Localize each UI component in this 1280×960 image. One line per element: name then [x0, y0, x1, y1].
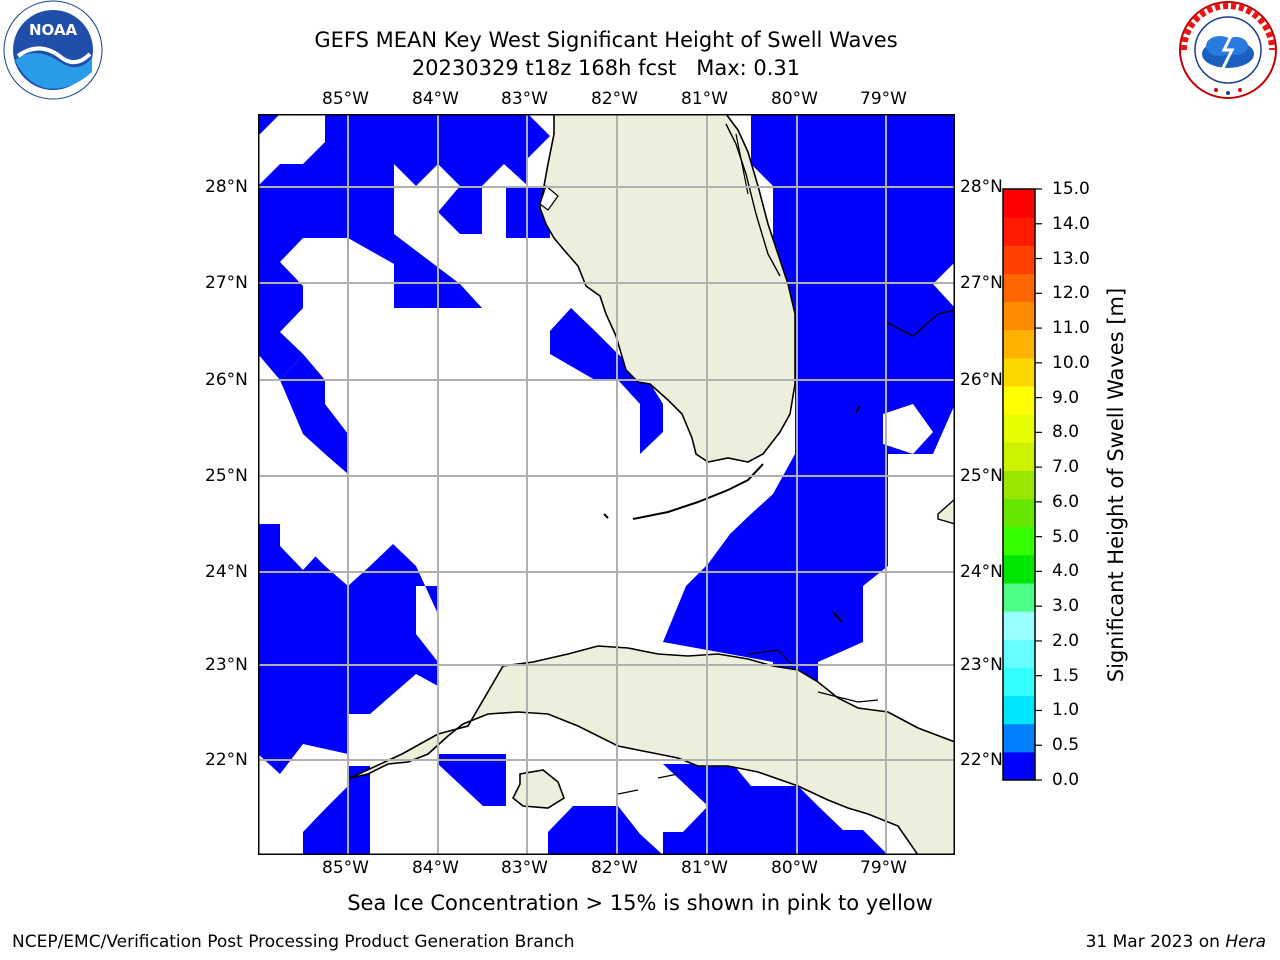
- lat-label-right: 27°N: [960, 273, 1003, 293]
- sea-ice-caption: Sea Ice Concentration > 15% is shown in …: [347, 891, 933, 915]
- lon-label-bottom: 85°W: [322, 858, 369, 878]
- lon-label-top: 82°W: [591, 89, 638, 109]
- colorbar-band: [1003, 189, 1035, 218]
- gridlines: [258, 114, 955, 855]
- colorbar-tick-label: 12.0: [1052, 283, 1090, 304]
- lon-label-top: 83°W: [501, 89, 548, 109]
- nws-logo: [1179, 1, 1277, 99]
- map-frame: [258, 114, 955, 855]
- lon-label-top: 79°W: [860, 89, 907, 109]
- lat-label-right: 25°N: [960, 466, 1003, 486]
- colorbar-tick-label: 4.0: [1052, 561, 1080, 582]
- noaa-logo-text: NOAA: [29, 21, 78, 39]
- colorbar-tick-label: 5.0: [1052, 526, 1080, 547]
- lon-label-bottom: 81°W: [681, 858, 728, 878]
- run-date: 31 Mar 2023 on Hera: [1086, 932, 1266, 952]
- colorbar-tick-label: 7.0: [1052, 457, 1080, 478]
- colorbar-tick-label: 15.0: [1052, 179, 1090, 199]
- colorbar: [1002, 188, 1042, 781]
- colorbar-band: [1003, 245, 1035, 274]
- colorbar-tick-label: 2.0: [1052, 630, 1080, 651]
- chart-title: GEFS MEAN Key West Significant Height of…: [314, 28, 898, 52]
- map-panel: [258, 114, 955, 855]
- lat-label-right: 28°N: [960, 177, 1003, 197]
- lat-label-right: 22°N: [960, 750, 1003, 770]
- land-cuba: [349, 645, 955, 855]
- colorbar-band: [1003, 273, 1035, 303]
- lat-label-right: 24°N: [960, 562, 1003, 582]
- colorbar-band: [1003, 611, 1035, 640]
- colorbar-band: [1003, 357, 1035, 387]
- colorbar-band: [1003, 414, 1035, 443]
- land-florida: [539, 114, 796, 463]
- swell-field: [258, 114, 955, 855]
- colorbar-band: [1003, 554, 1035, 584]
- lat-label-left: 26°N: [205, 370, 248, 390]
- colorbar-band: [1003, 583, 1035, 612]
- lon-label-top: 85°W: [322, 89, 369, 109]
- lon-label-bottom: 80°W: [771, 858, 818, 878]
- land-isle-of-youth: [511, 769, 565, 809]
- colorbar-label: Significant Height of Swell Waves [m]: [1104, 287, 1128, 683]
- colorbar-tick-label: 11.0: [1052, 318, 1090, 339]
- lon-label-top: 84°W: [412, 89, 459, 109]
- colorbar-tick-label: 14.0: [1052, 213, 1090, 234]
- lat-label-left: 23°N: [205, 655, 248, 675]
- noaa-logo: NOAA: [3, 0, 103, 100]
- colorbar-band: [1003, 667, 1035, 697]
- lat-label-right: 26°N: [960, 370, 1003, 390]
- colorbar-tick-label: 8.0: [1052, 422, 1080, 443]
- colorbar-band: [1003, 639, 1035, 668]
- lon-label-bottom: 82°W: [591, 858, 638, 878]
- lat-label-left: 27°N: [205, 273, 248, 293]
- colorbar-band: [1003, 301, 1035, 331]
- lat-label-left: 25°N: [205, 466, 248, 486]
- lat-label-right: 23°N: [960, 655, 1003, 675]
- colorbar-band: [1003, 442, 1035, 471]
- credit-text: NCEP/EMC/Verification Post Processing Pr…: [12, 932, 575, 952]
- colorbar-band: [1003, 695, 1035, 725]
- colorbar-band: [1003, 329, 1035, 359]
- machine-name: Hera: [1225, 932, 1266, 952]
- lat-label-left: 24°N: [205, 562, 248, 582]
- colorbar-tick-label: 0.5: [1052, 735, 1080, 756]
- colorbar-tick-label: 9.0: [1052, 387, 1080, 408]
- lon-label-top: 80°W: [771, 89, 818, 109]
- colorbar-band: [1003, 751, 1035, 781]
- colorbar-tick-label: 1.5: [1052, 665, 1080, 686]
- colorbar-band: [1003, 470, 1035, 500]
- colorbar-tick-label: 3.0: [1052, 596, 1080, 617]
- colorbar-band: [1003, 723, 1035, 753]
- colorbar-tick-label: 13.0: [1052, 248, 1090, 269]
- run-date-text: 31 Mar 2023 on: [1085, 932, 1226, 952]
- lat-label-left: 22°N: [205, 750, 248, 770]
- lon-label-bottom: 79°W: [860, 858, 907, 878]
- lat-label-left: 28°N: [205, 177, 248, 197]
- colorbar-tick-label: 0.0: [1052, 770, 1080, 790]
- colorbar-band: [1003, 386, 1035, 415]
- lon-label-bottom: 83°W: [501, 858, 548, 878]
- colorbar-band: [1003, 498, 1035, 528]
- colorbar-tick-label: 10.0: [1052, 352, 1090, 373]
- lon-label-bottom: 84°W: [412, 858, 459, 878]
- colorbar-band: [1003, 217, 1035, 246]
- colorbar-tick-label: 6.0: [1052, 491, 1080, 512]
- colorbar-band: [1003, 526, 1035, 556]
- lon-label-top: 81°W: [681, 89, 728, 109]
- colorbar-tick-label: 1.0: [1052, 700, 1080, 721]
- chart-subtitle: 20230329 t18z 168h fcst Max: 0.31: [411, 56, 801, 80]
